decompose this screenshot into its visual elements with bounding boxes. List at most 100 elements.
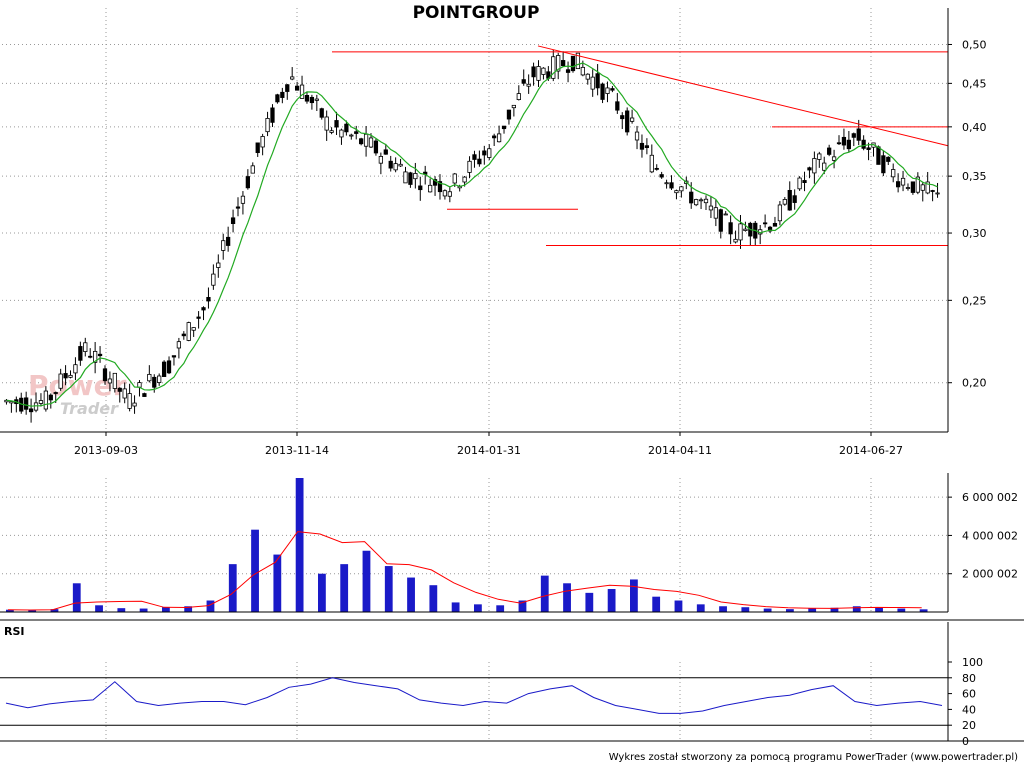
x-tick-label: 2014-06-27 [839, 444, 903, 457]
volume-bar [474, 604, 482, 612]
candle-body [368, 137, 374, 148]
candle-body [161, 361, 167, 377]
candle-body [43, 390, 48, 410]
volume-bar [830, 607, 839, 612]
footer-credit: Wykres został stworzony za pomocą progra… [609, 752, 1018, 763]
candle-body [329, 130, 334, 133]
x-tick-label: 2013-11-14 [265, 444, 329, 457]
volume-bar [117, 608, 126, 612]
candle-body [437, 181, 443, 193]
volume-bar [273, 554, 282, 612]
volume-bar [72, 583, 81, 612]
rsi-panel-label: RSI [4, 625, 25, 638]
volume-bar [362, 550, 371, 612]
candle-body [669, 182, 674, 189]
candle-body [782, 199, 787, 205]
candle-body [28, 408, 34, 413]
candle-body [708, 205, 714, 211]
candle-body [556, 55, 561, 72]
price-y-tick-label: 0,25 [962, 294, 987, 307]
candle-body [620, 115, 625, 120]
candle-body [230, 217, 236, 225]
candle-body [290, 76, 295, 80]
candle-body [570, 55, 576, 72]
candle-body [339, 129, 344, 138]
volume-bar [384, 566, 393, 612]
price-y-tick-label: 0,35 [962, 170, 987, 183]
candle-body [846, 139, 851, 150]
candle-body [452, 173, 457, 184]
candle-body [78, 346, 83, 361]
volume-bar [852, 606, 861, 612]
candle-body [644, 145, 650, 149]
candle-body [176, 341, 182, 349]
volume-bar [184, 606, 193, 612]
moving-average-line [6, 62, 938, 407]
volume-y-tick-label: 4 000 002 [962, 529, 1018, 542]
candle-body [905, 187, 911, 189]
candle-body [24, 397, 29, 410]
candle-body [496, 133, 502, 143]
candle-body [807, 167, 812, 171]
candle-body [383, 149, 388, 155]
candle-body [762, 222, 768, 225]
candle-body [97, 353, 103, 357]
volume-bar [919, 609, 928, 612]
candle-body [88, 355, 93, 358]
price-y-tick-label: 0,50 [962, 38, 987, 51]
candle-body [477, 158, 482, 165]
candle-body [772, 222, 778, 227]
candle-body [166, 360, 172, 374]
candle-body [122, 388, 127, 399]
candle-body [467, 160, 472, 173]
candle-body [822, 162, 827, 171]
candle-body [462, 176, 467, 183]
candle-body [216, 262, 221, 268]
volume-bar [139, 608, 148, 612]
candle-body [304, 95, 310, 102]
volume-bar [741, 607, 750, 612]
candle-body [112, 372, 117, 389]
volume-bar [607, 589, 616, 612]
candle-body [280, 91, 285, 98]
candle-body [866, 147, 871, 150]
volume-bar [808, 608, 817, 612]
candle-body [294, 85, 300, 91]
candle-body [664, 182, 669, 185]
candle-body [53, 392, 58, 394]
volume-bar [897, 608, 906, 612]
candle-body [797, 177, 802, 190]
candle-body [157, 375, 162, 383]
candle-body [625, 110, 630, 133]
axes-layer: 2013-09-03 2013-11-14 2014-01-31 2014-04-11… [0, 8, 1024, 748]
watermark-trader: Trader [60, 399, 119, 418]
candle-body [881, 155, 886, 174]
rsi-y-tick-label: 60 [962, 688, 976, 701]
chart-title: POINTGROUP [413, 3, 540, 23]
candle-body [728, 222, 733, 235]
candle-body [689, 191, 694, 204]
candle-body [802, 180, 807, 184]
resistance-trendline [537, 45, 949, 147]
volume-bar [674, 600, 683, 612]
candle-body [137, 382, 142, 388]
candle-body [211, 273, 216, 286]
volume-bar [763, 608, 772, 612]
candle-body [171, 355, 177, 358]
grid-layer [2, 8, 948, 741]
volume-bar [719, 606, 727, 612]
candle-body [334, 120, 339, 128]
candle-body [718, 209, 723, 232]
candle-body [506, 109, 512, 120]
candle-body [610, 88, 615, 91]
candle-body [373, 140, 379, 154]
candle-body [925, 181, 930, 194]
volume-bar [407, 577, 415, 612]
candle-body [299, 84, 305, 99]
candle-body [63, 373, 68, 379]
volume-bar [162, 607, 170, 612]
price-y-tick-label: 0,30 [962, 227, 987, 240]
candle-body [83, 342, 88, 352]
candle-body [634, 131, 640, 141]
